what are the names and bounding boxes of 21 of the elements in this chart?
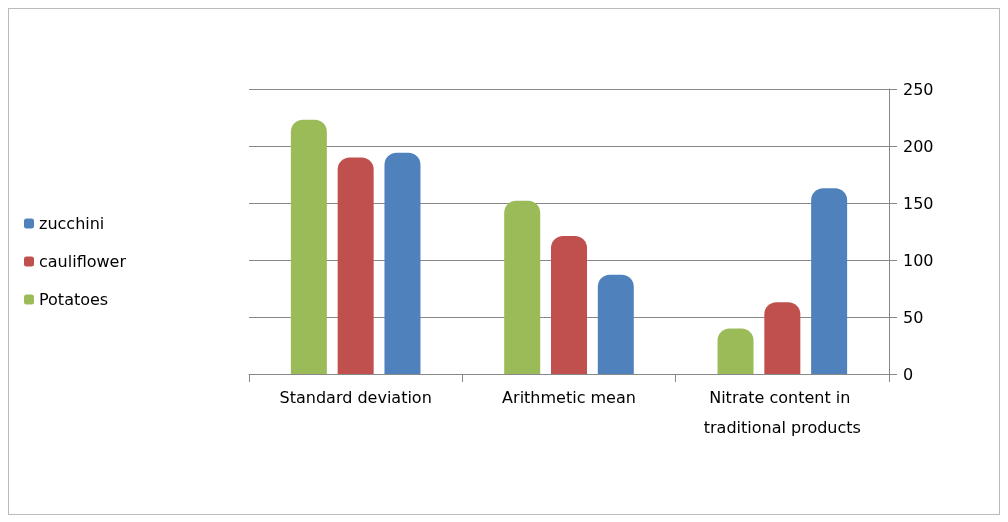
y-tick-label: 100 xyxy=(903,250,934,270)
bar xyxy=(504,200,541,374)
y-tick-label: 50 xyxy=(903,307,924,327)
bar xyxy=(811,188,848,374)
legend-label: zucchini xyxy=(39,214,105,233)
x-tick-label: Arithmetic mean xyxy=(502,387,636,407)
bar xyxy=(597,274,634,374)
y-tick-label: 200 xyxy=(903,136,934,156)
bar xyxy=(717,328,754,374)
y-tick-label: 250 xyxy=(903,79,934,99)
y-tick-label: 150 xyxy=(903,193,934,213)
x-tick-label: Standard deviation xyxy=(279,387,432,407)
legend-label: cauliflower xyxy=(39,252,127,271)
bar xyxy=(764,302,801,374)
y-tick-label: 0 xyxy=(903,364,914,384)
bar xyxy=(337,157,374,374)
x-tick-label: Nitrate content in traditional products xyxy=(703,387,861,437)
bar xyxy=(551,236,587,374)
legend-label: Potatoes xyxy=(39,290,109,309)
bar xyxy=(384,152,421,374)
bar xyxy=(290,119,327,374)
